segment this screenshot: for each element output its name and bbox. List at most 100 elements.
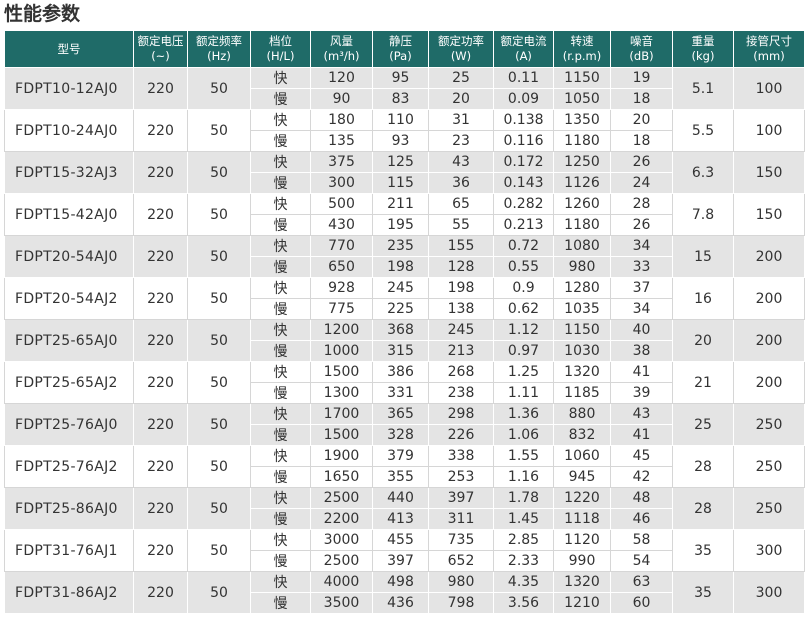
- value-cell: 1700: [310, 403, 373, 425]
- value-cell: 0.172: [493, 151, 554, 173]
- value-cell: 快: [250, 319, 311, 341]
- value-cell: 慢: [250, 130, 311, 152]
- value-cell: 155: [428, 235, 494, 257]
- header-label: 档位: [269, 34, 292, 48]
- value-cell: 65: [428, 193, 494, 215]
- value-cell: 298: [428, 403, 494, 425]
- frequency-cell: 50: [187, 151, 251, 194]
- header-cell: 额定功率 (W): [428, 30, 494, 68]
- value-cell: 0.282: [493, 193, 554, 215]
- header-unit: (kg): [691, 49, 715, 63]
- value-cell: 36: [428, 172, 494, 194]
- value-cell: 0.62: [493, 298, 554, 320]
- value-cell: 1035: [553, 298, 611, 320]
- pipe-cell: 100: [733, 109, 805, 152]
- header-label: 转速: [570, 34, 594, 48]
- header-label: 额定电压: [137, 34, 184, 48]
- value-cell: 1.55: [493, 445, 554, 467]
- value-cell: 235: [372, 235, 429, 257]
- value-cell: 快: [250, 151, 311, 173]
- table-body: FDPT10-12AJ0 220 50 快 120 95 25 0.11 1150 19 5.1 10…: [4, 67, 805, 614]
- value-cell: 40: [610, 319, 673, 341]
- header-row: 型号 额定电压 (~) 额定频率 (Hz) 档位 (H/L) 风量 (m³/h) 静压 (Pa) 额定…: [4, 30, 805, 68]
- frequency-cell: 50: [187, 529, 251, 572]
- header-cell: 接管尺寸 (mm): [733, 30, 805, 68]
- table-row: FDPT25-86AJ0 220 50 快 2500 440 397 1.78 1220 48 28…: [4, 487, 805, 530]
- weight-cell: 15: [672, 235, 734, 278]
- model-cell: FDPT25-76AJ0: [4, 403, 134, 446]
- pipe-cell: 150: [733, 151, 805, 194]
- header-label: 额定功率: [438, 34, 484, 48]
- value-cell: 1300: [310, 382, 373, 404]
- table-row: 慢 650 198 128 0.55 980 33: [5, 256, 805, 278]
- value-cell: 1000: [310, 340, 373, 362]
- value-cell: 128: [428, 256, 494, 278]
- value-cell: 19: [610, 67, 673, 89]
- value-cell: 2200: [310, 508, 373, 530]
- frequency-cell: 50: [187, 109, 251, 152]
- value-cell: 快: [250, 193, 311, 215]
- model-cell: FDPT25-86AJ0: [4, 487, 134, 530]
- header-label: 额定频率: [196, 34, 242, 48]
- value-cell: 1250: [553, 151, 611, 173]
- value-cell: 498: [372, 571, 429, 593]
- value-cell: 245: [428, 319, 494, 341]
- value-cell: 快: [250, 487, 311, 509]
- value-cell: 快: [250, 361, 311, 383]
- table-row: 慢 2200 413 311 1.45 1118 46: [5, 508, 805, 530]
- value-cell: 311: [428, 508, 494, 530]
- voltage-cell: 220: [133, 277, 188, 320]
- model-cell: FDPT25-76AJ2: [4, 445, 134, 488]
- value-cell: 430: [310, 214, 373, 236]
- model-cell: FDPT25-65AJ0: [4, 319, 134, 362]
- frequency-cell: 50: [187, 193, 251, 236]
- value-cell: 18: [610, 88, 673, 110]
- value-cell: 652: [428, 550, 494, 572]
- table-row: FDPT31-86AJ2 220 50 快 4000 498 980 4.35 1320 63 35…: [4, 571, 805, 614]
- value-cell: 1500: [310, 361, 373, 383]
- value-cell: 快: [250, 445, 311, 467]
- value-cell: 1210: [553, 592, 611, 614]
- value-cell: 1.78: [493, 487, 554, 509]
- header-cell: 静压 (Pa): [372, 30, 429, 68]
- value-cell: 43: [428, 151, 494, 173]
- value-cell: 1120: [553, 529, 611, 551]
- value-cell: 880: [553, 403, 611, 425]
- value-cell: 慢: [250, 550, 311, 572]
- value-cell: 213: [428, 340, 494, 362]
- value-cell: 368: [372, 319, 429, 341]
- weight-cell: 7.8: [672, 193, 734, 236]
- header-cell: 风量 (m³/h): [310, 30, 373, 68]
- voltage-cell: 220: [133, 403, 188, 446]
- value-cell: 397: [428, 487, 494, 509]
- value-cell: 195: [372, 214, 429, 236]
- table-row: 慢 2500 397 652 2.33 990 54: [5, 550, 805, 572]
- value-cell: 928: [310, 277, 373, 299]
- frequency-cell: 50: [187, 487, 251, 530]
- table-row: FDPT10-12AJ0 220 50 快 120 95 25 0.11 1150 19 5.1 10…: [4, 67, 805, 110]
- value-cell: 2.85: [493, 529, 554, 551]
- value-cell: 20: [428, 88, 494, 110]
- header-cell: 噪音 (dB): [610, 30, 673, 68]
- value-cell: 397: [372, 550, 429, 572]
- frequency-cell: 50: [187, 571, 251, 614]
- value-cell: 慢: [250, 466, 311, 488]
- value-cell: 1.12: [493, 319, 554, 341]
- value-cell: 慢: [250, 340, 311, 362]
- pipe-cell: 300: [733, 529, 805, 572]
- value-cell: 436: [372, 592, 429, 614]
- value-cell: 1.45: [493, 508, 554, 530]
- table-row: 慢 300 115 36 0.143 1126 24: [5, 172, 805, 194]
- value-cell: 3.56: [493, 592, 554, 614]
- model-cell: FDPT20-54AJ0: [4, 235, 134, 278]
- value-cell: 1126: [553, 172, 611, 194]
- value-cell: 0.116: [493, 130, 554, 152]
- value-cell: 慢: [250, 382, 311, 404]
- value-cell: 26: [610, 214, 673, 236]
- header-label: 接管尺寸: [746, 34, 792, 48]
- table-row: FDPT10-24AJ0 220 50 快 180 110 31 0.138 1350 20 5.5…: [4, 109, 805, 152]
- value-cell: 2.33: [493, 550, 554, 572]
- header-label: 型号: [57, 41, 81, 56]
- value-cell: 慢: [250, 508, 311, 530]
